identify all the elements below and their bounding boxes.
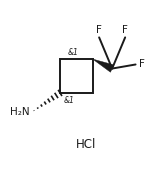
Text: &1: &1 xyxy=(67,48,78,57)
Text: F: F xyxy=(96,25,102,35)
Text: F: F xyxy=(139,59,145,70)
Polygon shape xyxy=(93,59,114,72)
Text: H₂N: H₂N xyxy=(10,107,30,117)
Text: F: F xyxy=(122,25,128,35)
Text: &1: &1 xyxy=(64,96,75,105)
Text: HCl: HCl xyxy=(76,138,96,151)
